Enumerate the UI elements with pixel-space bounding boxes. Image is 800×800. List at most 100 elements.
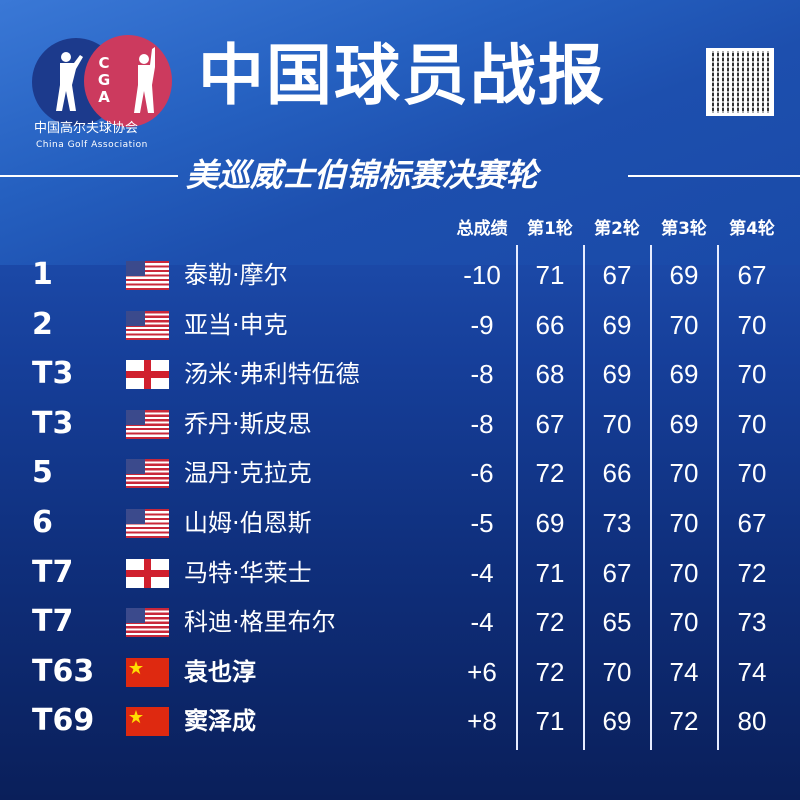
round-3-score: 70 [669,458,699,489]
round-3-score: 72 [669,706,699,737]
round-4-score: 70 [737,458,767,489]
round-3-score: 70 [669,309,699,340]
us-flag-icon [126,608,169,638]
us-flag-icon [126,409,169,439]
player-name: 乔丹·斯皮思 [184,409,312,438]
column-header: 第4轮 [729,219,775,239]
us-flag-icon [126,261,169,290]
column-header: 总成绩 [456,219,508,239]
round-4-score: 67 [737,260,767,290]
total-score: -8 [470,408,494,439]
logo-name-cn: 中国高尔夫球协会 [34,121,139,136]
column-header: 第3轮 [661,219,707,239]
us-flag-icon [126,310,169,340]
total-score: -5 [470,508,494,538]
round-4-score: 70 [737,359,767,390]
round-1-score: 68 [535,359,565,390]
total-score: -8 [470,359,494,390]
player-name: 山姆·伯恩斯 [184,509,312,537]
total-score: -10 [463,260,501,290]
position: T63 [32,653,95,689]
round-2-score: 65 [602,607,632,638]
player-name: 窦泽成 [184,707,256,736]
total-score: -4 [470,607,494,638]
logo-name-en: China Golf Association [36,140,148,150]
round-1-score: 71 [535,260,565,290]
position: T7 [32,604,74,640]
column-divider [516,245,518,750]
qr-code-icon[interactable] [706,48,774,116]
column-divider [650,245,652,750]
us-flag-icon [126,509,169,538]
player-name: 泰勒·摩尔 [184,261,288,289]
position: T3 [32,405,74,441]
total-score: -4 [470,557,494,588]
table-row: T3 乔丹·斯皮思 -8 67 70 69 70 [0,401,800,447]
player-name: 袁也淳 [184,657,256,686]
round-3-score: 69 [669,260,699,290]
round-4-score: 80 [737,706,767,737]
column-header: 第1轮 [527,219,573,239]
round-2-score: 69 [602,706,632,737]
player-name: 温丹·克拉克 [184,459,312,488]
round-2-score: 70 [602,656,632,687]
cn-flag-icon [126,707,169,737]
round-2-score: 67 [602,260,632,290]
round-1-score: 71 [535,706,565,737]
round-2-score: 66 [602,458,632,489]
round-2-score: 67 [602,557,632,588]
table-row: T69 窦泽成 +8 71 69 72 80 [0,698,800,744]
round-3-score: 74 [669,656,699,687]
round-2-score: 70 [602,408,632,439]
round-3-score: 69 [669,359,699,390]
round-2-score: 69 [602,309,632,340]
player-name: 科迪·格里布尔 [184,608,336,637]
round-1-score: 72 [535,607,565,638]
table-row: 6 山姆·伯恩斯 -5 69 73 70 67 [0,500,800,546]
en-flag-icon [126,558,169,588]
divider-right [628,175,800,177]
position: T3 [32,356,74,392]
total-score: +6 [467,656,497,687]
position: 2 [32,306,53,342]
round-4-score: 74 [737,656,767,687]
round-2-score: 69 [602,359,632,390]
total-score: +8 [467,706,497,737]
page-title: 中国球员战报 [198,37,606,114]
round-3-score: 70 [669,557,699,588]
player-name: 汤米·弗利特伍德 [184,360,360,389]
round-1-score: 66 [535,309,565,340]
round-4-score: 70 [737,309,767,340]
en-flag-icon [126,360,169,390]
event-subtitle: 美巡威士伯锦标赛决赛轮 [186,156,539,194]
position: 5 [32,455,53,491]
male-golfer-icon [56,52,83,111]
round-1-score: 67 [535,408,565,439]
table-row: 1 泰勒·摩尔 -10 71 67 69 67 [0,252,800,298]
position: 6 [32,505,53,540]
table-row: T7 马特·华莱士 -4 71 67 70 72 [0,550,800,596]
table-row: 2 亚当·申克 -9 66 69 70 70 [0,302,800,348]
cn-flag-icon [126,657,169,687]
table-row: T7 科迪·格里布尔 -4 72 65 70 73 [0,599,800,645]
position: 1 [32,257,53,292]
player-name: 马特·华莱士 [184,558,312,587]
round-4-score: 70 [737,408,767,439]
cga-logo: CGA 中国高尔夫球协会 China Golf Association [32,35,172,165]
position: T69 [32,703,95,739]
total-score: -6 [470,458,494,489]
table-row: 5 温丹·克拉克 -6 72 66 70 70 [0,450,800,496]
round-2-score: 73 [602,508,632,538]
logo-circle-red [84,35,172,127]
table-row: T3 汤米·弗利特伍德 -8 68 69 69 70 [0,351,800,397]
round-3-score: 70 [669,607,699,638]
column-header: 第2轮 [594,219,640,239]
round-3-score: 70 [669,508,699,538]
position: T7 [32,554,74,590]
female-golfer-icon [134,47,155,113]
total-score: -9 [470,309,494,340]
round-1-score: 69 [535,508,565,538]
round-4-score: 73 [737,607,767,638]
column-divider [583,245,585,750]
round-3-score: 69 [669,408,699,439]
